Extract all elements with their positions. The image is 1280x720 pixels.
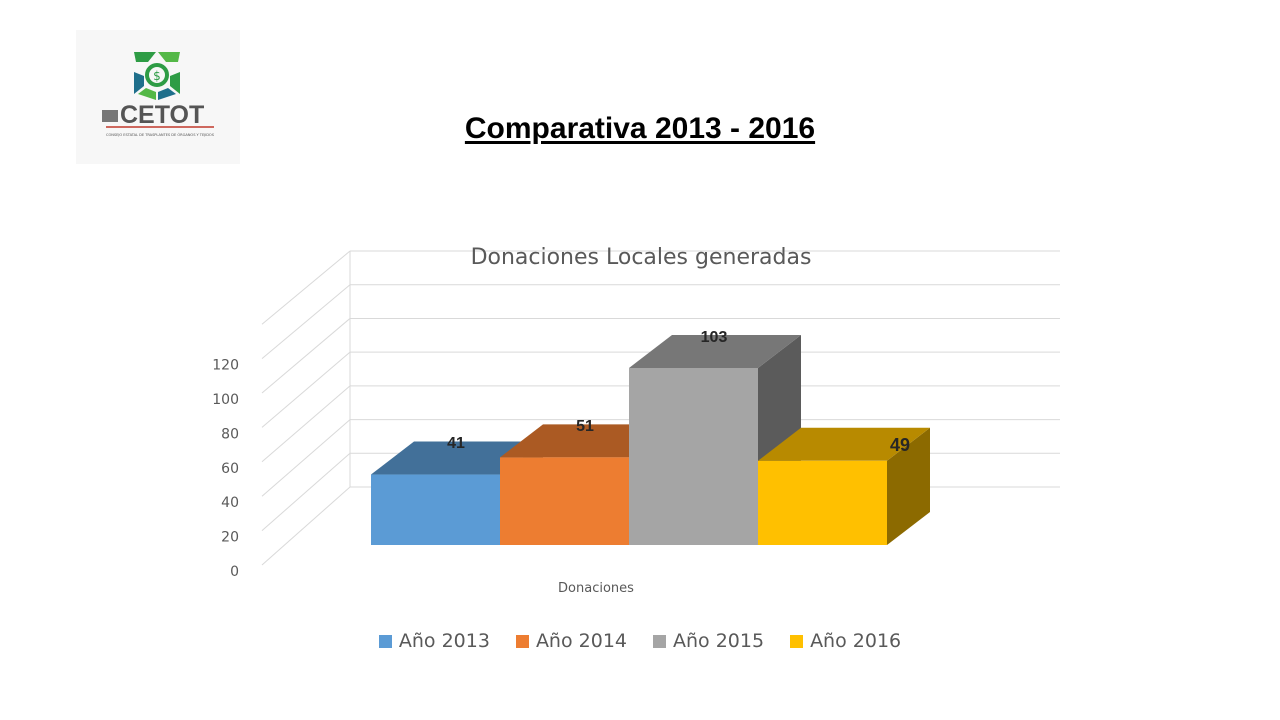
- gridline-depth: [261, 284, 351, 359]
- legend-label: Año 2016: [810, 630, 902, 652]
- y-tick-label: 100: [212, 392, 239, 408]
- legend-swatch: [378, 634, 392, 648]
- data-label: 49: [890, 435, 910, 455]
- bar-side: [887, 427, 930, 545]
- y-axis: 0 20 40 60 80 100 120: [212, 358, 239, 580]
- y-tick-label: 120: [212, 358, 239, 374]
- y-tick-label: 0: [230, 564, 239, 580]
- page-title-text: Comparativa 2013 - 2016: [464, 112, 816, 145]
- legend-swatch: [515, 634, 529, 648]
- data-label: 51: [576, 418, 594, 435]
- bar-front: [629, 368, 758, 545]
- bar-4: [758, 427, 930, 545]
- gridline-depth: [261, 452, 351, 531]
- chart-title: Donaciones Locales generadas: [471, 245, 812, 270]
- y-tick-label: 40: [221, 495, 239, 511]
- data-label: 41: [447, 435, 465, 452]
- y-tick-label: 80: [221, 426, 239, 442]
- bar-top: [758, 427, 930, 461]
- x-axis-label: Donaciones: [558, 581, 634, 596]
- bar-front: [500, 457, 629, 545]
- gridline-depth: [261, 351, 351, 428]
- gridline-depth: [261, 419, 351, 497]
- page-title: Comparativa 2013 - 2016: [0, 112, 1280, 146]
- y-tick-label: 20: [221, 530, 239, 546]
- bar-top: [629, 335, 801, 368]
- gridline-depth: [261, 250, 351, 325]
- legend-item: Año 2016: [790, 630, 901, 652]
- legend-label: Año 2013: [398, 630, 490, 652]
- bar-front: [758, 460, 887, 545]
- gridline-depth: [261, 385, 351, 463]
- legend-label: Año 2014: [535, 630, 627, 652]
- chart-legend: Año 2013 Año 2014 Año 2015 Año 2016: [0, 630, 1280, 652]
- legend-item: Año 2013: [378, 630, 490, 652]
- legend-item: Año 2014: [515, 630, 627, 652]
- legend-swatch: [790, 634, 804, 648]
- logo-subtext: CONSEJO ESTATAL DE TRASPLANTES DE ÓRGANO…: [106, 132, 215, 137]
- bar-3: [629, 335, 801, 545]
- bar-front: [371, 474, 500, 545]
- legend-item: Año 2015: [653, 630, 764, 652]
- legend-swatch: [653, 634, 666, 648]
- logo-text: CETOT: [120, 101, 204, 129]
- gridline-depth: [261, 486, 351, 566]
- y-tick-label: 60: [221, 461, 239, 477]
- data-label: 103: [701, 329, 728, 346]
- legend-label: Año 2015: [673, 630, 765, 652]
- data-labels: 41 51 103 49: [447, 329, 910, 455]
- svg-text:$: $: [153, 69, 161, 83]
- chart-bars: [371, 335, 930, 545]
- gridline-depth: [261, 318, 351, 394]
- cetot-logo: $ CETOT CONSEJO ESTATAL DE TRASPLANTES D…: [76, 30, 240, 164]
- logo-emblem-icon: $: [134, 52, 180, 100]
